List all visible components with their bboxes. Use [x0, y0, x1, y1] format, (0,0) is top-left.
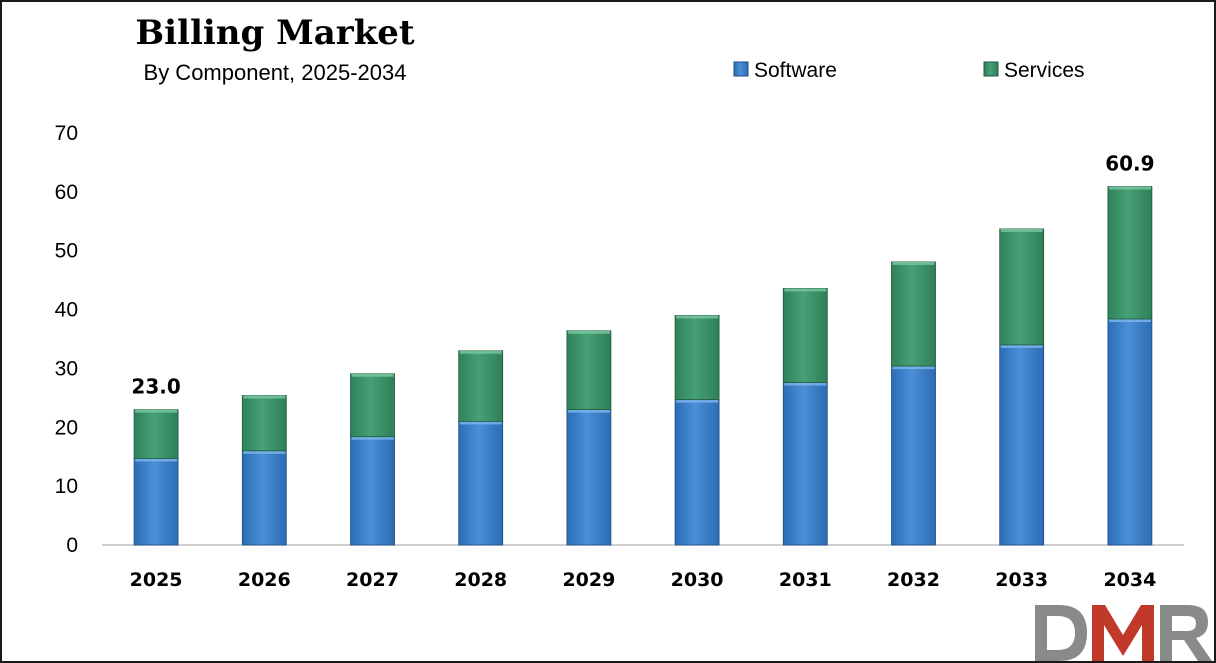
y-tick-label: 70: [55, 122, 78, 145]
y-axis: 0 10 20 30 40 50 60 70: [55, 122, 78, 557]
bar-highlight-services-2032: [892, 261, 935, 265]
x-tick-label: 2032: [887, 569, 940, 591]
bar-software-2026: [241, 450, 287, 546]
x-tick-label: 2028: [454, 569, 507, 591]
bar-software-2028: [458, 420, 504, 546]
bar-services-2031: [782, 287, 828, 383]
bar-highlight-software-2026: [243, 450, 286, 454]
bar-software-2031: [782, 382, 828, 546]
bar-services-2025: [133, 409, 179, 459]
bar-services-2026: [241, 395, 287, 452]
bar-software-2032: [891, 365, 936, 546]
bar-highlight-services-2027: [351, 373, 394, 377]
bar-services-2033: [999, 228, 1045, 346]
bar-software-2034: [1107, 318, 1153, 546]
data-label-2034: 60.9: [1105, 152, 1154, 176]
bar-services-2030: [674, 315, 720, 401]
bar-highlight-services-2025: [135, 409, 178, 413]
x-tick-label: 2026: [238, 569, 291, 591]
bar-highlight-services-2031: [784, 288, 827, 292]
bar-highlight-services-2028: [459, 350, 502, 354]
bar-highlight-software-2030: [676, 399, 719, 403]
y-tick-label: 40: [55, 299, 78, 322]
data-labels: 23.0 60.9: [131, 152, 1154, 399]
chart-title: Billing Market: [135, 13, 415, 53]
x-tick-label: 2029: [562, 569, 615, 591]
bar-software-2027: [350, 436, 395, 546]
legend-swatch-software: [733, 61, 749, 77]
x-tick-label: 2030: [671, 569, 724, 591]
legend-label-services: Services: [1004, 59, 1085, 82]
bar-software-2030: [674, 399, 720, 546]
dmr-logo: [1035, 605, 1212, 661]
bar-highlight-services-2033: [1000, 228, 1043, 232]
x-tick-label: 2033: [995, 569, 1048, 591]
x-tick-label: 2027: [346, 569, 399, 591]
bar-services-2028: [458, 350, 504, 422]
bar-highlight-software-2028: [459, 421, 502, 425]
bar-services-2029: [566, 330, 612, 411]
bar-highlight-software-2031: [784, 382, 827, 386]
bar-highlight-software-2032: [892, 366, 935, 370]
bar-highlight-software-2033: [1000, 344, 1043, 348]
bar-software-2033: [999, 344, 1045, 546]
y-tick-label: 10: [55, 475, 78, 498]
bar-software-2029: [566, 409, 612, 546]
x-tick-label: 2034: [1103, 569, 1156, 591]
bar-highlight-software-2025: [135, 458, 178, 462]
logo-letter-m: [1092, 605, 1154, 661]
y-tick-label: 0: [66, 534, 78, 557]
data-label-2025: 23.0: [131, 375, 180, 399]
bar-highlight-software-2027: [351, 436, 394, 440]
bars: [133, 186, 1153, 546]
bar-services-2032: [891, 261, 936, 367]
x-tick-label: 2031: [779, 569, 832, 591]
bar-services-2034: [1107, 186, 1153, 320]
x-axis: 2025 2026 2027 2028 2029 2030 2031 2032 2033 2034: [130, 569, 1157, 591]
bar-highlight-services-2034: [1108, 186, 1151, 190]
x-tick-label: 2025: [130, 569, 183, 591]
bar-services-2027: [350, 373, 395, 438]
bar-highlight-services-2029: [567, 330, 610, 334]
y-tick-label: 30: [55, 357, 78, 380]
legend: Software Services: [733, 59, 1085, 82]
logo-letter-d: [1035, 605, 1087, 661]
bar-highlight-software-2034: [1108, 318, 1151, 322]
legend-label-software: Software: [754, 59, 837, 82]
bar-software-2025: [133, 458, 179, 546]
bar-highlight-software-2029: [567, 409, 610, 413]
chart-subtitle: By Component, 2025-2034: [144, 60, 407, 85]
y-tick-label: 50: [55, 240, 78, 263]
y-tick-label: 60: [55, 181, 78, 204]
bar-highlight-services-2030: [676, 315, 719, 319]
legend-swatch-services: [983, 61, 999, 77]
y-tick-label: 20: [55, 416, 78, 439]
bar-highlight-services-2026: [243, 395, 286, 399]
logo-letter-r: [1160, 605, 1212, 661]
